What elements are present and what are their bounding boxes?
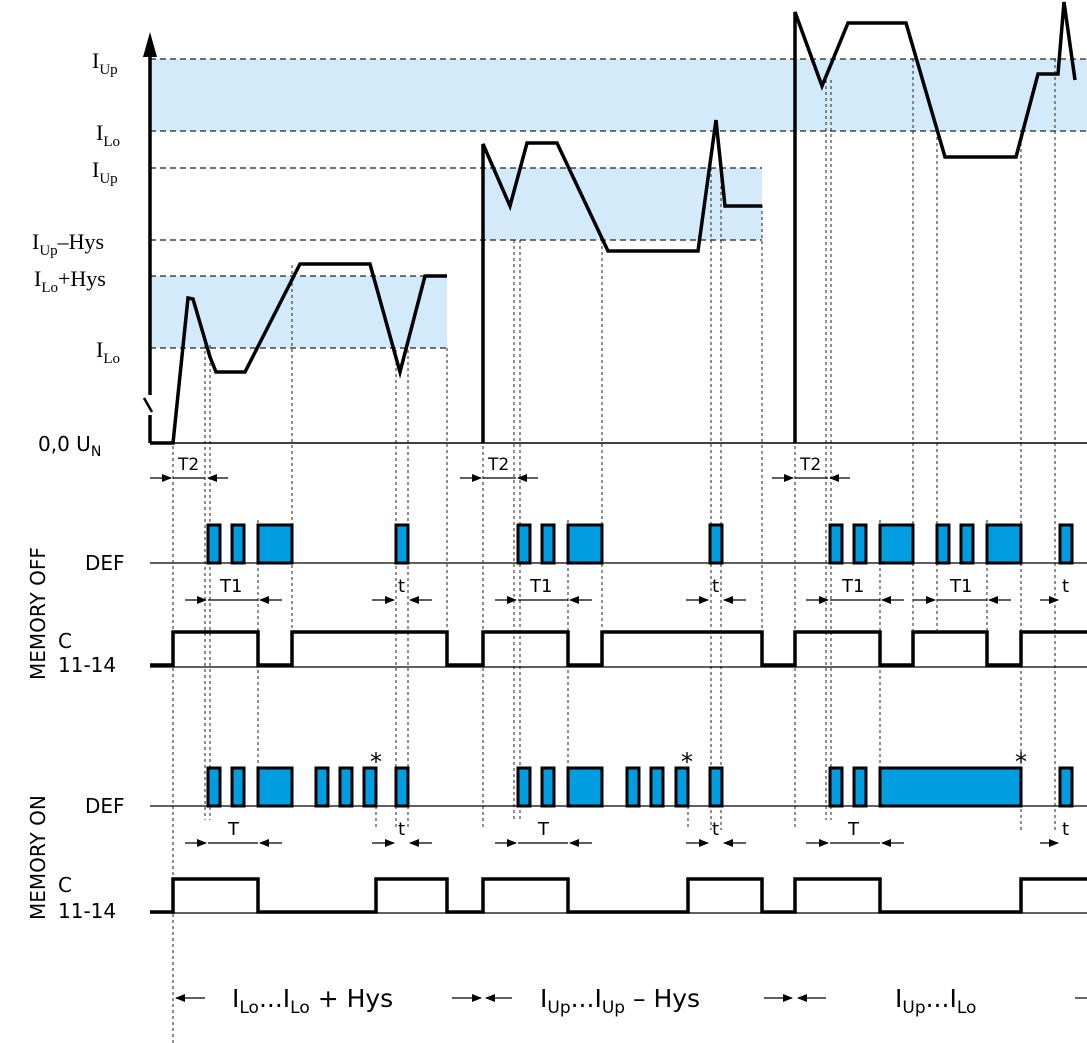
threshold-bands xyxy=(150,59,1087,348)
def-pulse xyxy=(394,766,410,808)
t-label: t xyxy=(712,576,719,597)
def-pulse xyxy=(674,766,690,808)
label-iup-seg2: IUp xyxy=(92,157,118,187)
label-iup-hys: IUp–Hys xyxy=(32,229,104,259)
t2-label: T2 xyxy=(177,455,199,475)
def-pulse xyxy=(828,523,844,565)
T-label: T xyxy=(227,819,240,840)
band-seg2 xyxy=(483,168,762,240)
label-ilo-seg3: ILo xyxy=(96,120,120,150)
def-pulse xyxy=(828,766,844,808)
def-pulses-off xyxy=(206,523,1074,565)
def-pulse xyxy=(1058,523,1074,565)
label-ilo-seg1: ILo xyxy=(96,337,120,367)
def-pulse xyxy=(516,523,532,565)
def-pulse xyxy=(1058,766,1074,808)
def-pulse xyxy=(394,523,410,565)
def-pulse xyxy=(708,766,724,808)
timer-markers-on: T t T t T t xyxy=(185,819,1069,847)
label-zero: 0,0 UN xyxy=(38,432,101,460)
measured-signal xyxy=(481,119,762,443)
band-seg3 xyxy=(150,59,1087,131)
contact-label-c: C xyxy=(58,629,72,653)
def-pulse xyxy=(878,766,1023,808)
def-pulse xyxy=(852,523,868,565)
t-label: t xyxy=(1062,576,1069,597)
def-pulse xyxy=(206,766,222,808)
level-lines xyxy=(150,58,1087,349)
contact-label-c: C xyxy=(58,873,72,897)
range-label-3: IUp...ILo xyxy=(895,984,976,1018)
def-pulse xyxy=(985,523,1023,565)
t1-label: T1 xyxy=(529,576,552,597)
def-pulse xyxy=(338,766,354,808)
t1-label: T1 xyxy=(949,576,972,597)
def-pulse xyxy=(256,766,294,808)
def-pulse xyxy=(708,523,724,565)
range-labels: ILo...ILo + Hys IUp...IUp – Hys IUp...IL… xyxy=(175,984,1087,1018)
t1-label: T1 xyxy=(219,576,242,597)
y-axis xyxy=(142,32,157,443)
def-pulse xyxy=(566,523,604,565)
T-label: T xyxy=(847,819,860,840)
range-label-1: ILo...ILo + Hys xyxy=(232,984,393,1018)
label-iup-seg3: IUp xyxy=(92,48,118,78)
def-pulse xyxy=(540,523,556,565)
asterisk-mark: * xyxy=(370,748,382,776)
def-pulse xyxy=(230,766,246,808)
label-ilo-hys: ILo+Hys xyxy=(34,266,106,296)
t-label: t xyxy=(398,819,405,840)
band-seg1 xyxy=(150,276,447,348)
def-pulse xyxy=(206,523,222,565)
def-pulse xyxy=(314,766,330,808)
range-label-2: IUp...IUp – Hys xyxy=(540,984,700,1018)
contact-signal-off xyxy=(150,630,1087,667)
contact-label-pins: 11-14 xyxy=(58,899,116,923)
reset-asterisks: * * * xyxy=(370,748,1027,776)
T-label: T xyxy=(537,819,550,840)
level-labels: IUp ILo IUp IUp–Hys ILo+Hys ILo 0,0 UN xyxy=(32,48,120,460)
def-pulse xyxy=(878,523,915,565)
def-pulse xyxy=(566,766,604,808)
def-pulse xyxy=(362,766,378,808)
measured-signal xyxy=(793,1,1077,443)
t-label: t xyxy=(398,576,405,597)
def-pulse xyxy=(625,766,641,808)
def-label-on: DEF xyxy=(85,794,125,818)
t1-label: T1 xyxy=(841,576,864,597)
def-label-off: DEF xyxy=(85,551,125,575)
memory-off-label: MEMORY OFF xyxy=(26,547,50,680)
axis-arrow-icon xyxy=(143,32,157,57)
t2-label: T2 xyxy=(487,455,509,475)
def-pulse xyxy=(540,766,556,808)
def-pulses-on xyxy=(206,766,1074,808)
def-pulse xyxy=(935,523,951,565)
def-pulse xyxy=(516,766,532,808)
t2-markers: T2 T2 T2 xyxy=(150,455,850,482)
measured-signal xyxy=(150,262,447,445)
memory-on-label: MEMORY ON xyxy=(26,795,50,920)
def-pulse xyxy=(230,523,246,565)
timer-markers-off: T1 t T1 t T1 T1 t xyxy=(185,576,1069,604)
contact-label-pins: 11-14 xyxy=(58,653,116,677)
def-pulse xyxy=(959,523,975,565)
def-pulse xyxy=(256,523,294,565)
t-label: t xyxy=(712,819,719,840)
t-label: t xyxy=(1062,819,1069,840)
contact-signal-on xyxy=(150,877,1087,914)
asterisk-mark: * xyxy=(1015,748,1027,776)
def-pulse xyxy=(852,766,868,808)
asterisk-mark: * xyxy=(681,748,693,776)
def-pulse xyxy=(649,766,665,808)
t2-label: T2 xyxy=(799,455,821,475)
